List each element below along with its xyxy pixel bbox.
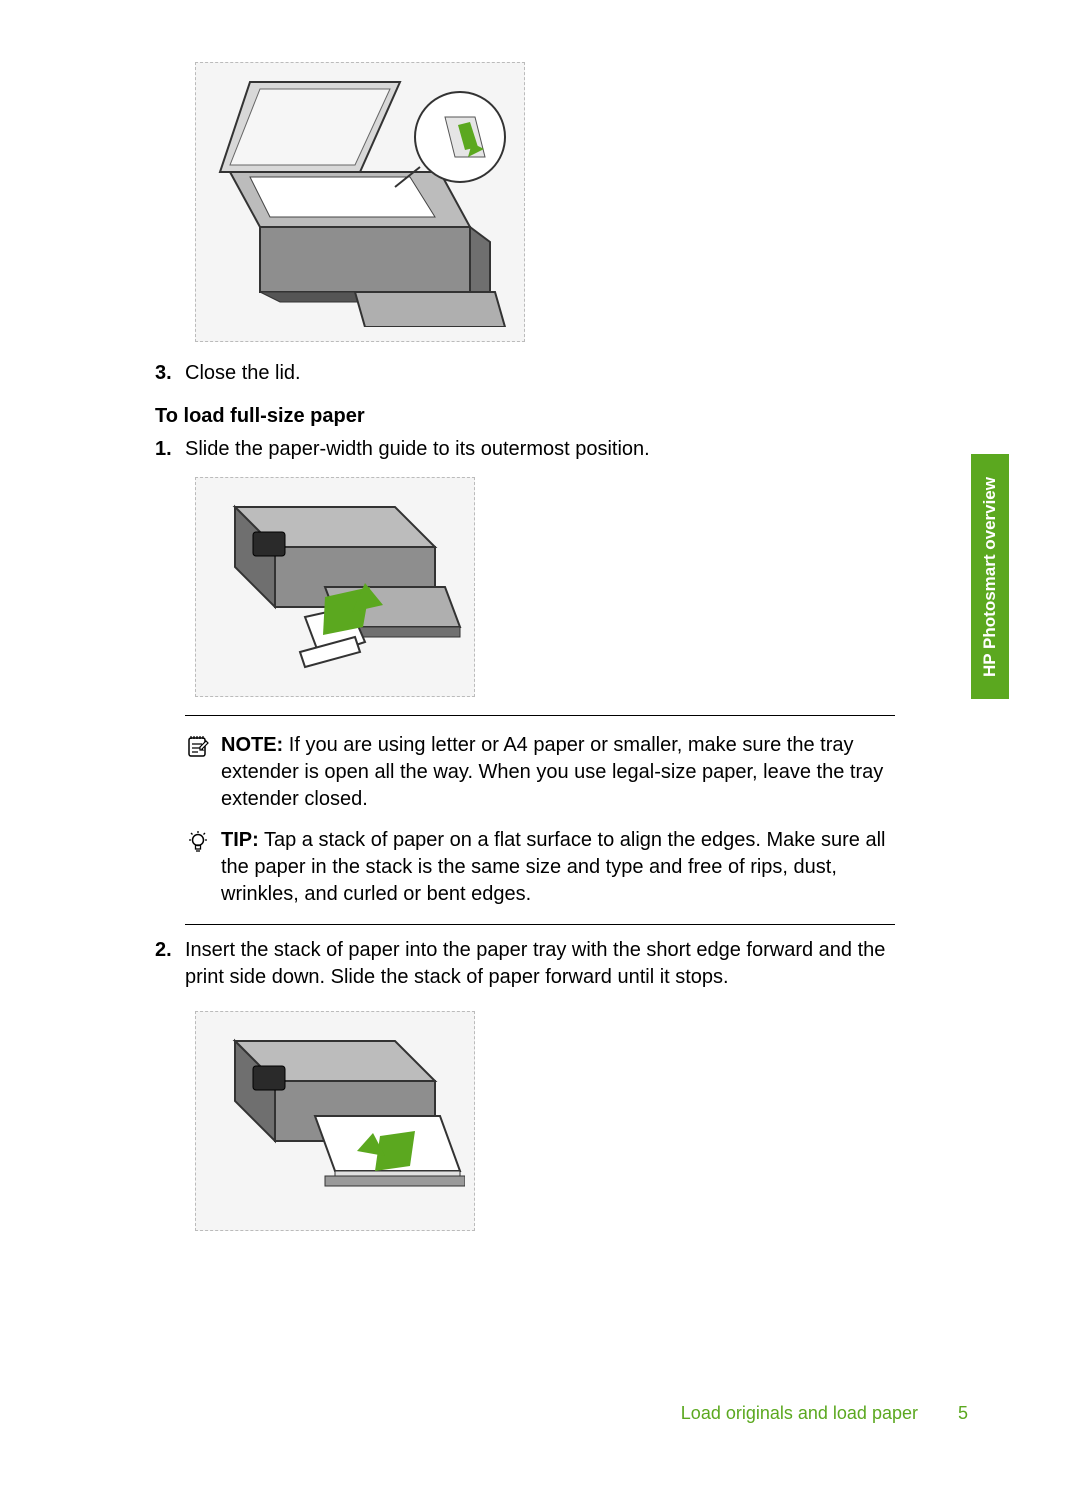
step-number: 2. bbox=[155, 937, 185, 991]
step-text: Close the lid. bbox=[185, 360, 895, 387]
printer-insert-paper-icon bbox=[205, 1021, 465, 1221]
page-footer: Load originals and load paper 5 bbox=[681, 1401, 968, 1425]
step-3: 3. Close the lid. bbox=[155, 360, 895, 387]
note-icon bbox=[185, 734, 211, 760]
step-text: Insert the stack of paper into the paper… bbox=[185, 937, 895, 991]
illustration-scanner-lid bbox=[195, 62, 525, 342]
section-heading: To load full-size paper bbox=[155, 403, 895, 430]
illustration-insert-paper bbox=[195, 1011, 475, 1231]
printer-paper-guide-icon bbox=[205, 487, 465, 687]
callout-block: NOTE: If you are using letter or A4 pape… bbox=[185, 715, 895, 925]
printer-lid-open-icon bbox=[210, 77, 510, 327]
footer-section-title: Load originals and load paper bbox=[681, 1401, 918, 1425]
step-1: 1. Slide the paper-width guide to its ou… bbox=[155, 436, 895, 463]
chapter-tab: HP Photosmart overview bbox=[971, 454, 1009, 699]
tip-callout: TIP: Tap a stack of paper on a flat surf… bbox=[185, 827, 895, 908]
tip-label: TIP: bbox=[221, 829, 259, 851]
tip-text: Tap a stack of paper on a flat surface t… bbox=[221, 829, 885, 905]
illustration-width-guide bbox=[195, 477, 475, 697]
footer-page-number: 5 bbox=[958, 1401, 968, 1425]
page-content: 3. Close the lid. To load full-size pape… bbox=[155, 62, 895, 1249]
chapter-tab-label: HP Photosmart overview bbox=[979, 477, 1002, 677]
step-text: Slide the paper-width guide to its outer… bbox=[185, 436, 895, 463]
step-number: 1. bbox=[155, 436, 185, 463]
note-label: NOTE: bbox=[221, 734, 283, 756]
step-number: 3. bbox=[155, 360, 185, 387]
step-2: 2. Insert the stack of paper into the pa… bbox=[155, 937, 895, 991]
note-callout: NOTE: If you are using letter or A4 pape… bbox=[185, 732, 895, 813]
note-text: If you are using letter or A4 paper or s… bbox=[221, 734, 883, 810]
tip-icon bbox=[185, 829, 211, 855]
